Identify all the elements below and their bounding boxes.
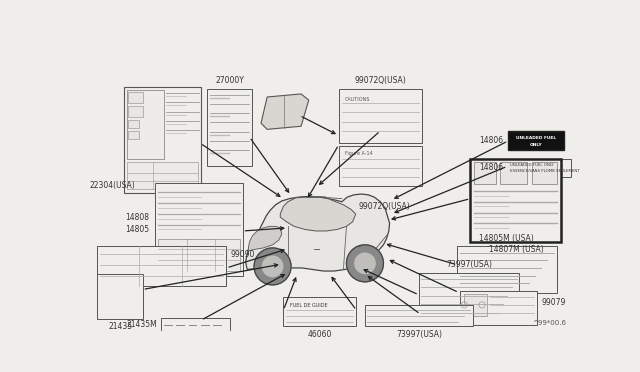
Text: ESSENCE/SANS PLOMB SEULEMENT: ESSENCE/SANS PLOMB SEULEMENT	[511, 169, 580, 173]
Polygon shape	[261, 94, 308, 129]
Text: 14807M (USA): 14807M (USA)	[488, 245, 543, 254]
Bar	[339, 89, 422, 143]
Text: 22304(USA): 22304(USA)	[90, 181, 135, 190]
Text: CAUTIONS: CAUTIONS	[345, 97, 371, 102]
Text: 27000Y: 27000Y	[215, 76, 244, 85]
Bar	[128, 131, 139, 139]
Bar	[470, 158, 561, 242]
Bar	[463, 294, 486, 316]
Text: ^99*00.6: ^99*00.6	[532, 320, 566, 327]
Text: 73997(USA): 73997(USA)	[446, 260, 492, 269]
Bar	[339, 146, 422, 186]
Bar	[365, 305, 473, 327]
Text: 21435: 21435	[108, 322, 132, 331]
Text: FUEL DE GUIDE: FUEL DE GUIDE	[289, 302, 327, 308]
Text: 99090: 99090	[230, 250, 255, 259]
Text: 99072Q(USA): 99072Q(USA)	[359, 202, 410, 211]
Bar	[508, 131, 564, 150]
Bar	[532, 163, 557, 184]
Text: 14808: 14808	[125, 214, 149, 222]
Text: 14805: 14805	[125, 225, 149, 234]
Text: 21435M: 21435M	[126, 320, 157, 330]
Bar	[158, 239, 240, 271]
Bar	[128, 120, 139, 128]
Bar	[128, 106, 143, 117]
Text: 73997(USA): 73997(USA)	[396, 330, 442, 339]
Polygon shape	[246, 194, 390, 271]
Circle shape	[355, 253, 375, 273]
Bar	[508, 158, 570, 177]
Text: 99079: 99079	[541, 298, 566, 307]
Text: 14806: 14806	[479, 137, 504, 145]
Circle shape	[254, 248, 291, 285]
Bar	[127, 90, 164, 159]
Bar	[161, 318, 230, 332]
Text: UNLEADED FUEL: UNLEADED FUEL	[516, 136, 556, 140]
Bar	[460, 291, 538, 325]
Text: Figure A-14: Figure A-14	[345, 151, 372, 156]
Bar	[155, 183, 243, 276]
Bar	[474, 163, 496, 184]
Bar	[284, 297, 356, 327]
Bar	[124, 87, 201, 193]
Circle shape	[262, 256, 283, 276]
Bar	[128, 92, 143, 103]
Bar	[500, 163, 527, 184]
Text: 46060: 46060	[307, 330, 332, 339]
Bar	[97, 274, 143, 319]
Bar	[419, 273, 519, 320]
Bar	[456, 246, 557, 293]
Polygon shape	[280, 197, 356, 231]
Polygon shape	[248, 226, 282, 251]
Bar	[207, 89, 252, 166]
Text: 99072Q(USA): 99072Q(USA)	[355, 76, 406, 85]
Text: UNLEADED FUEL ONLY: UNLEADED FUEL ONLY	[511, 163, 554, 167]
Text: ONLY: ONLY	[529, 143, 542, 147]
Circle shape	[346, 245, 383, 282]
Bar	[97, 246, 227, 286]
Bar	[127, 163, 198, 189]
Text: 14805M (USA): 14805M (USA)	[479, 234, 534, 243]
Text: 14806: 14806	[479, 163, 504, 172]
